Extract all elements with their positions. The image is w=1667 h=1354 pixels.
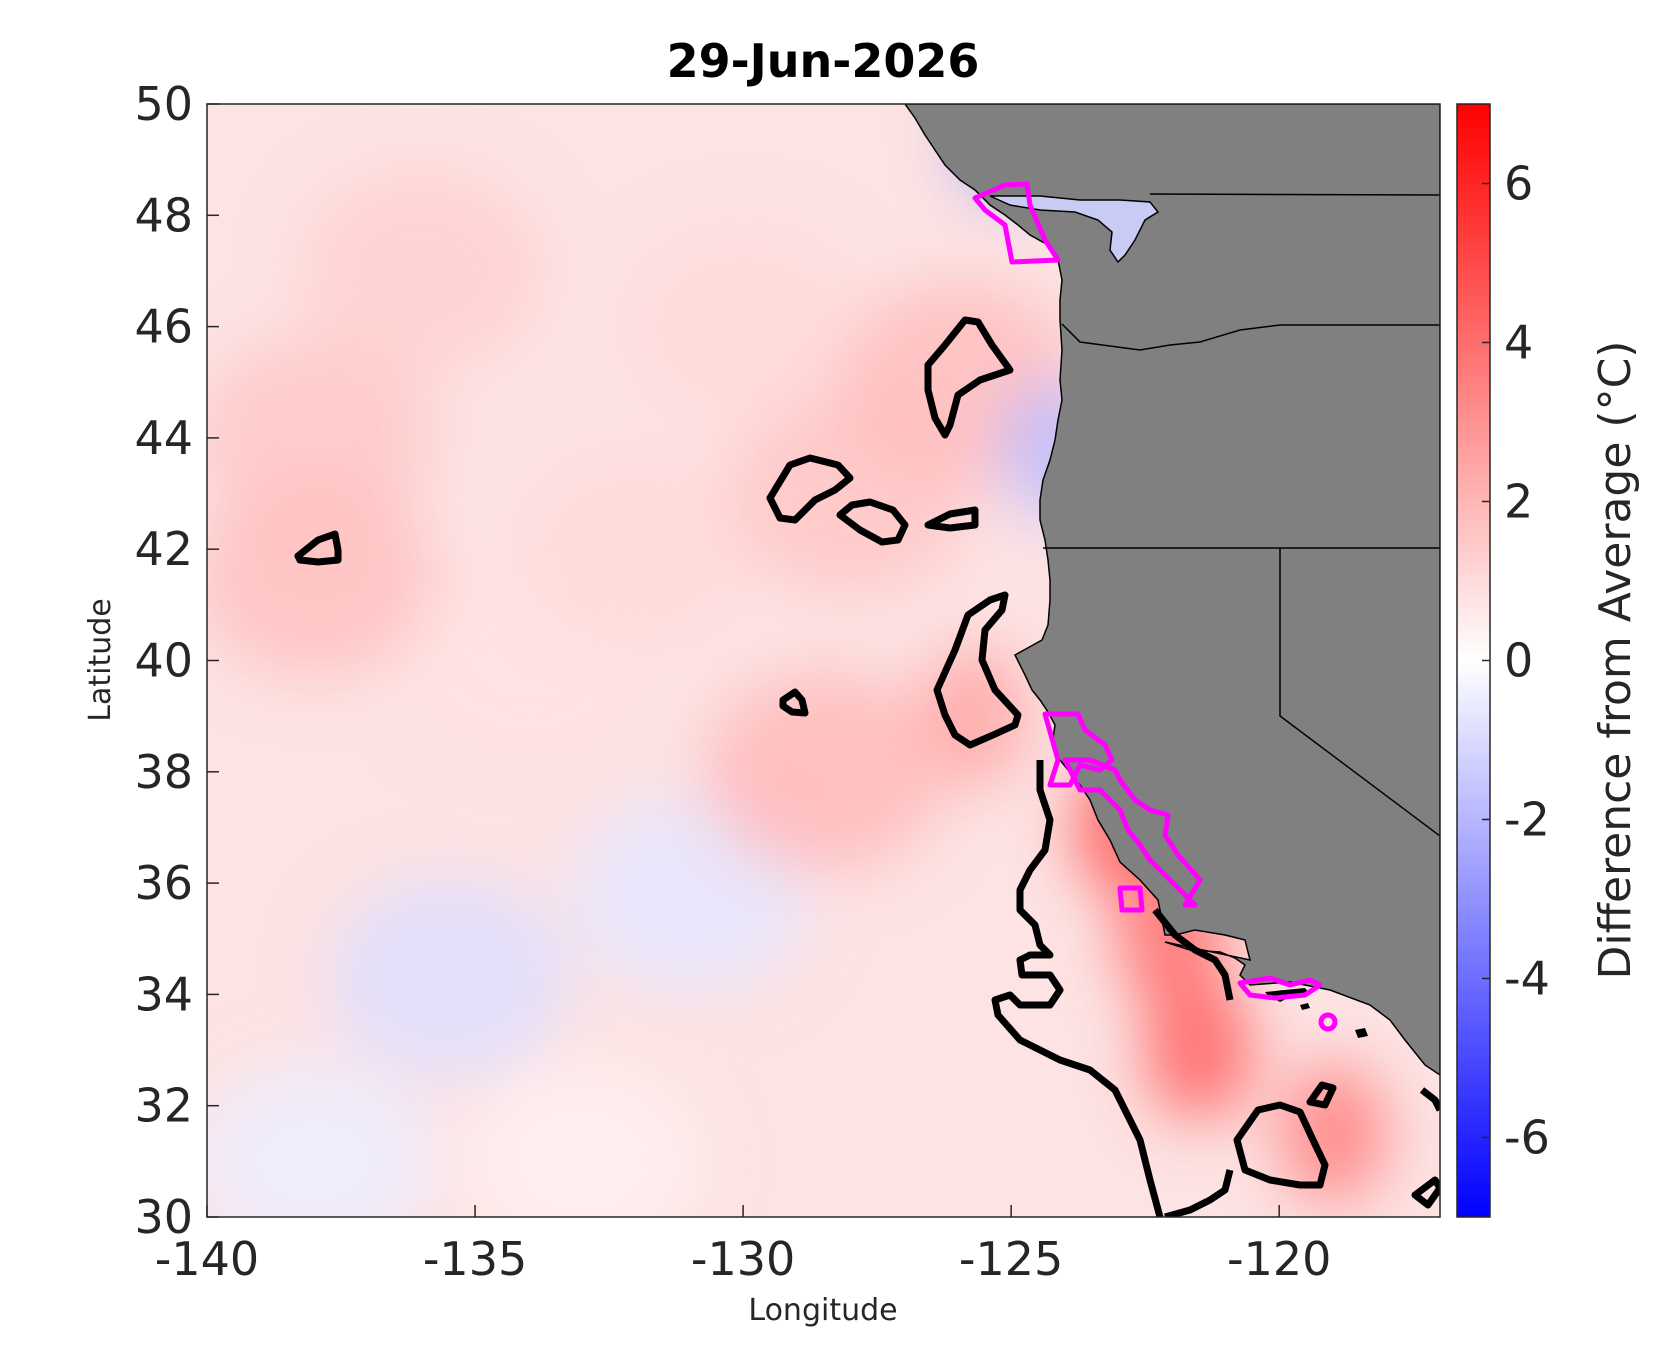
- colorbar-tick-label: -6: [1504, 1111, 1550, 1165]
- colorbar-tick-label: 0: [1504, 634, 1533, 688]
- contour-line: [1233, 1101, 1329, 1189]
- x-axis: -140 -135 -130 -125 -120: [155, 1205, 1331, 1286]
- y-tick-label: 42: [134, 522, 193, 576]
- sanctuary-outline: [1062, 757, 1203, 908]
- y-tick-label: 50: [134, 77, 193, 131]
- colorbar-tick-label: 4: [1504, 316, 1533, 370]
- anomaly-cell: [515, 449, 756, 650]
- x-tick-label: -120: [1227, 1232, 1331, 1286]
- sanctuary-outlines: [972, 181, 1338, 1032]
- x-axis-label: Longitude: [748, 1293, 897, 1328]
- contour-line: [924, 316, 1014, 439]
- colorbar-tick-label: 6: [1504, 157, 1533, 211]
- contour-line: [933, 591, 1022, 749]
- contour-line: [991, 760, 1164, 1217]
- y-tick-label: 48: [134, 188, 193, 242]
- colorbar-tick-label: -2: [1504, 793, 1550, 847]
- anomaly-cell: [703, 671, 944, 872]
- anomaly-cell: [328, 877, 569, 1078]
- x-tick-label: -135: [423, 1232, 527, 1286]
- x-tick-label: -125: [959, 1232, 1063, 1286]
- anomaly-cell: [623, 226, 864, 427]
- colorbar-tick-label: -4: [1504, 952, 1550, 1006]
- contour-line: [1411, 1176, 1440, 1209]
- contour-line: [766, 454, 854, 524]
- colorbar-ticks: -6 -4 -2 0 2 4 6: [1482, 157, 1550, 1165]
- anomaly-cell: [207, 1061, 435, 1217]
- anomaly-cell: [301, 170, 542, 371]
- y-tick-label: 44: [134, 411, 193, 465]
- y-tick-label: 34: [134, 967, 193, 1021]
- contour-line: [1164, 1169, 1234, 1217]
- x-tick-label: -140: [155, 1232, 259, 1286]
- colorbar: -6 -4 -2 0 2 4 6 Difference from Average (°C): [1456, 103, 1641, 1218]
- strait-water: [989, 195, 1160, 264]
- sanctuary-outline: [1117, 885, 1145, 913]
- contour-line: [1152, 907, 1234, 1001]
- colorbar-label: Difference from Average (°C): [1590, 341, 1641, 980]
- y-tick-label: 40: [134, 634, 193, 688]
- y-tick-label: 36: [134, 856, 193, 910]
- y-tick-label: 38: [134, 745, 193, 799]
- contour-line: [924, 506, 979, 532]
- state-border-wa-or: [1061, 323, 1440, 351]
- plot-area: [207, 104, 1440, 1217]
- contour-line: [294, 530, 342, 566]
- anomaly-cell: [462, 1061, 703, 1217]
- chart-title: 29-Jun-2026: [667, 34, 980, 88]
- anomaly-cell: [1143, 980, 1254, 1121]
- colorbar-tick-label: 2: [1504, 475, 1533, 529]
- contour-line: [1306, 1081, 1337, 1109]
- anomaly-field: [207, 104, 1388, 1217]
- island: [1355, 1028, 1368, 1038]
- sanctuary-outline: [972, 181, 1061, 265]
- y-tick-label: 46: [134, 300, 193, 354]
- contour-line: [779, 688, 809, 717]
- anomaly-cell: [918, 646, 1029, 787]
- state-border-ca-nv: [1279, 548, 1440, 837]
- anomaly-cell: [207, 477, 435, 677]
- x-tick-label: -130: [691, 1232, 795, 1286]
- contour-line: [1419, 1087, 1440, 1112]
- contour-line: [836, 498, 909, 546]
- y-tick-label: 32: [134, 1079, 193, 1133]
- y-axis-label: Latitude: [83, 598, 118, 721]
- sanctuary-outline: [1042, 711, 1115, 788]
- anomaly-cell: [1277, 1063, 1388, 1204]
- island: [1300, 1003, 1310, 1010]
- state-border-wa-north: [1149, 193, 1440, 196]
- sanctuary-outline: [1318, 1012, 1338, 1032]
- contour-lines: [294, 316, 1440, 1217]
- y-tick-label: 30: [134, 1190, 193, 1244]
- sanctuary-outline: [1237, 975, 1323, 1001]
- y-axis: 30 32 34 36 38 40 42 44 46 48 50: [134, 77, 219, 1244]
